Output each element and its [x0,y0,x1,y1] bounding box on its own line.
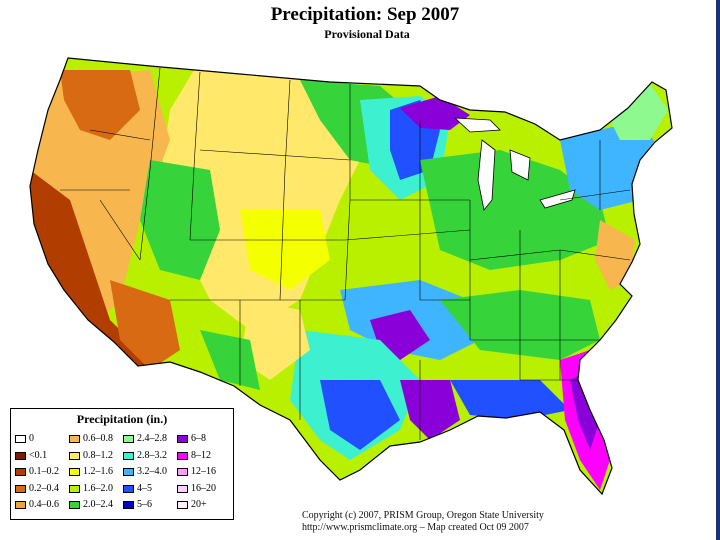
gulf-coast-blue [450,380,570,420]
legend-label: 8–12 [191,449,211,461]
legend-item: 5–6 [123,500,152,510]
legend-item: 2.4–2.8 [123,434,167,444]
legend-label: 12–16 [191,466,216,477]
legend-swatch [177,435,188,443]
legend-label: 6–8 [191,433,206,444]
legend-item: 2.0–2.4 [69,500,113,510]
colorado-green [140,160,220,280]
lake-huron [509,149,531,181]
legend-swatch [15,484,26,493]
legend-swatch [177,468,188,476]
legend-item: 0.2–0.4 [15,482,59,494]
legend-swatch [15,501,26,509]
legend-label: 4–5 [137,482,152,494]
legend-item: 8–12 [177,449,211,461]
legend-swatch [177,484,188,493]
kansas-field [240,210,330,290]
oregon-dry [60,70,140,140]
legend-swatch [15,435,26,443]
plains-dry-field [160,60,380,330]
legend-swatch [123,451,134,460]
legend-item: 2.8–3.2 [123,449,167,461]
ohio-valley-green [420,150,610,270]
legend-swatch [69,501,80,509]
legend-label: 20+ [191,499,207,510]
legend-item: 20+ [177,500,207,510]
legend-label: 1.2–1.6 [83,466,113,477]
legend-item: 1.6–2.0 [69,482,113,494]
legend-title: Precipitation (in.) [76,412,168,426]
legend-swatch [69,484,80,493]
legend-label: 2.0–2.4 [83,499,113,510]
legend-label: 5–6 [137,499,152,510]
legend-label: 1.6–2.0 [83,482,113,494]
legend-item: 0.8–1.2 [69,449,113,461]
legend-item: 16–20 [177,482,216,494]
right-edge-bar [716,0,720,540]
legend-item: 0 [15,434,34,444]
legend-item: 0.6–0.8 [69,434,113,444]
legend-swatch [15,451,26,460]
legend-swatch [69,451,80,460]
map-title: Precipitation: Sep 2007 [270,4,460,25]
legend-label: 2.8–3.2 [137,449,167,461]
legend-label: 0.8–1.2 [83,449,113,461]
legend-item: 3.2–4.0 [123,467,167,477]
us-outline [29,57,673,496]
legend-label: 0 [29,433,34,444]
legend-item: 4–5 [123,482,152,494]
credit-url: http://www.prismclimate.org – Map create… [302,522,529,533]
legend-swatch [15,468,26,476]
legend-label: 16–20 [191,482,216,494]
california-very-dry [30,170,150,380]
texas-blue [320,380,400,450]
legend-item: 6–8 [177,434,206,444]
legend-label: 0.6–0.8 [83,433,113,444]
louisiana-purple [400,380,460,440]
legend-swatch [123,501,134,509]
legend-item: <0.1 [15,449,48,461]
credit-copyright: Copyright (c) 2007, PRISM Group, Oregon … [302,510,544,521]
legend-swatch [69,468,80,476]
legend-item: 12–16 [177,467,216,477]
legend: Precipitation (in.) 0 <0.1 0.1–0.2 0.2–0.4 0… [10,408,234,520]
legend-swatch [123,435,134,443]
legend-swatch [69,435,80,443]
legend-label: 0.2–0.4 [29,482,59,494]
legend-label: 2.4–2.8 [137,433,167,444]
legend-label: 0.1–0.2 [29,466,59,477]
legend-swatch [177,501,188,509]
new-mexico-yellow [240,300,310,380]
legend-swatch [177,451,188,460]
mid-atlantic-dry [595,220,635,290]
nm-green [200,330,260,390]
map-subtitle: Provisional Data [324,27,410,41]
legend-label: <0.1 [29,449,48,461]
legend-item: 0.1–0.2 [15,467,59,477]
credit: Copyright (c) 2007, PRISM Group, Oregon … [302,510,602,534]
legend-item: 1.2–1.6 [69,467,113,477]
legend-label: 3.2–4.0 [137,466,167,477]
state-lines [60,67,631,440]
legend-swatch [123,468,134,476]
legend-label: 0.4–0.6 [29,499,59,510]
arizona-dry [110,280,180,370]
lake-erie [539,189,576,209]
legend-swatch [123,484,134,493]
lake-superior [453,117,501,133]
lake-michigan [477,139,496,211]
legend-item: 0.4–0.6 [15,500,59,510]
